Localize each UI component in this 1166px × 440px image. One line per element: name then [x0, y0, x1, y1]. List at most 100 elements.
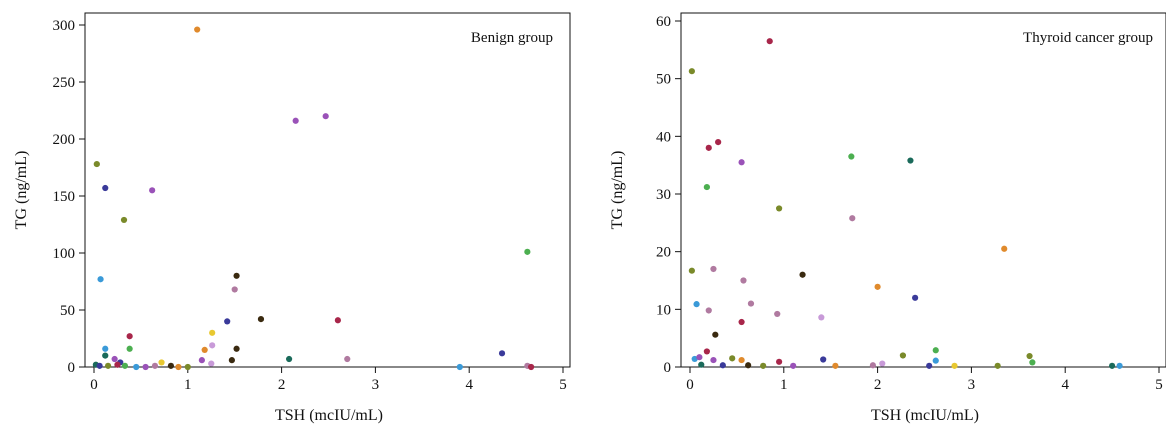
- x-tick-label: 4: [465, 377, 473, 393]
- y-tick-label: 40: [656, 129, 671, 145]
- data-point: [745, 362, 752, 369]
- data-point: [1116, 362, 1123, 369]
- data-point: [209, 342, 216, 349]
- data-point: [848, 153, 855, 160]
- y-tick-label: 30: [656, 187, 671, 203]
- data-point: [693, 301, 700, 308]
- x-tick-label: 0: [686, 377, 694, 393]
- data-point: [899, 352, 907, 359]
- data-point: [184, 363, 191, 371]
- plot-frame: [680, 12, 1166, 368]
- data-point: [760, 362, 767, 369]
- data-point: [696, 354, 703, 361]
- data-point: [738, 159, 745, 166]
- x-tick-label: 0: [90, 377, 98, 393]
- y-tick-label: 0: [68, 360, 76, 376]
- data-point: [201, 346, 208, 353]
- x-tick-label: 1: [780, 377, 788, 393]
- data-point: [208, 360, 215, 367]
- data-point: [231, 286, 238, 293]
- data-point: [932, 357, 939, 364]
- data-point: [121, 362, 129, 369]
- x-tick-label: 5: [1155, 377, 1163, 393]
- benign-scatter-panel: Benign group TSH (mcIU/mL) TG (ng/mL) 0 1…: [13, 12, 571, 424]
- data-point: [111, 355, 118, 363]
- y-tick-label: 250: [53, 75, 76, 91]
- data-point: [120, 216, 128, 224]
- data-point: [96, 362, 103, 369]
- x-axis-label: TSH (mcIU/mL): [275, 407, 383, 424]
- data-point: [498, 350, 506, 357]
- data-point: [1001, 245, 1008, 252]
- data-point: [705, 307, 712, 314]
- data-point: [142, 363, 149, 371]
- data-point: [951, 362, 958, 369]
- data-point: [198, 357, 205, 364]
- data-point: [874, 283, 881, 290]
- data-point: [799, 271, 806, 278]
- data-point: [175, 363, 182, 371]
- data-point: [292, 117, 299, 124]
- data-point: [705, 144, 712, 151]
- data-point: [158, 359, 165, 366]
- data-point: [869, 362, 877, 369]
- data-point: [97, 276, 104, 283]
- data-point: [818, 314, 825, 321]
- legend-label: Benign group: [471, 30, 553, 46]
- data-point: [710, 356, 717, 364]
- data-point: [228, 357, 235, 364]
- data-point: [698, 361, 705, 368]
- data-point: [715, 139, 722, 146]
- data-point: [747, 300, 755, 307]
- data-point: [1029, 359, 1036, 366]
- y-axis-label: TG (ng/mL): [13, 151, 30, 230]
- data-point: [832, 362, 839, 369]
- data-point: [994, 362, 1001, 369]
- data-point: [738, 318, 745, 326]
- data-point: [104, 362, 112, 369]
- y-tick-label: 0: [664, 360, 672, 376]
- x-tick-label: 5: [559, 377, 567, 393]
- data-point: [528, 363, 535, 371]
- data-point: [102, 352, 109, 359]
- data-point: [912, 294, 919, 301]
- data-point: [102, 184, 109, 192]
- data-point: [790, 362, 797, 369]
- data-points: [92, 26, 535, 371]
- data-point: [126, 333, 133, 340]
- data-point: [456, 363, 463, 371]
- data-point: [766, 38, 773, 45]
- data-point: [1026, 352, 1033, 360]
- data-point: [133, 363, 140, 371]
- data-point: [524, 248, 531, 255]
- data-point: [776, 205, 783, 212]
- data-point: [149, 187, 156, 194]
- data-point: [907, 157, 914, 164]
- data-point: [322, 113, 329, 120]
- data-point: [224, 318, 231, 325]
- data-point: [719, 362, 726, 369]
- data-point: [820, 356, 827, 363]
- data-point: [233, 345, 240, 352]
- data-point: [126, 345, 133, 352]
- y-tick-label: 60: [656, 14, 671, 30]
- x-tick-label: 3: [372, 377, 380, 393]
- data-point: [703, 183, 710, 191]
- x-tick-label: 2: [874, 377, 882, 393]
- data-point: [1109, 362, 1116, 369]
- data-point: [194, 26, 201, 33]
- x-tick-label: 3: [968, 377, 976, 393]
- legend-label: Thyroid cancer group: [1023, 30, 1153, 46]
- y-tick-label: 200: [53, 132, 76, 148]
- data-point: [738, 356, 745, 364]
- x-tick-label: 4: [1061, 377, 1069, 393]
- y-tick-label: 300: [53, 18, 76, 34]
- data-point: [167, 362, 175, 369]
- data-point: [334, 317, 341, 324]
- data-point: [740, 277, 747, 284]
- data-point: [710, 265, 717, 273]
- data-points: [688, 38, 1123, 369]
